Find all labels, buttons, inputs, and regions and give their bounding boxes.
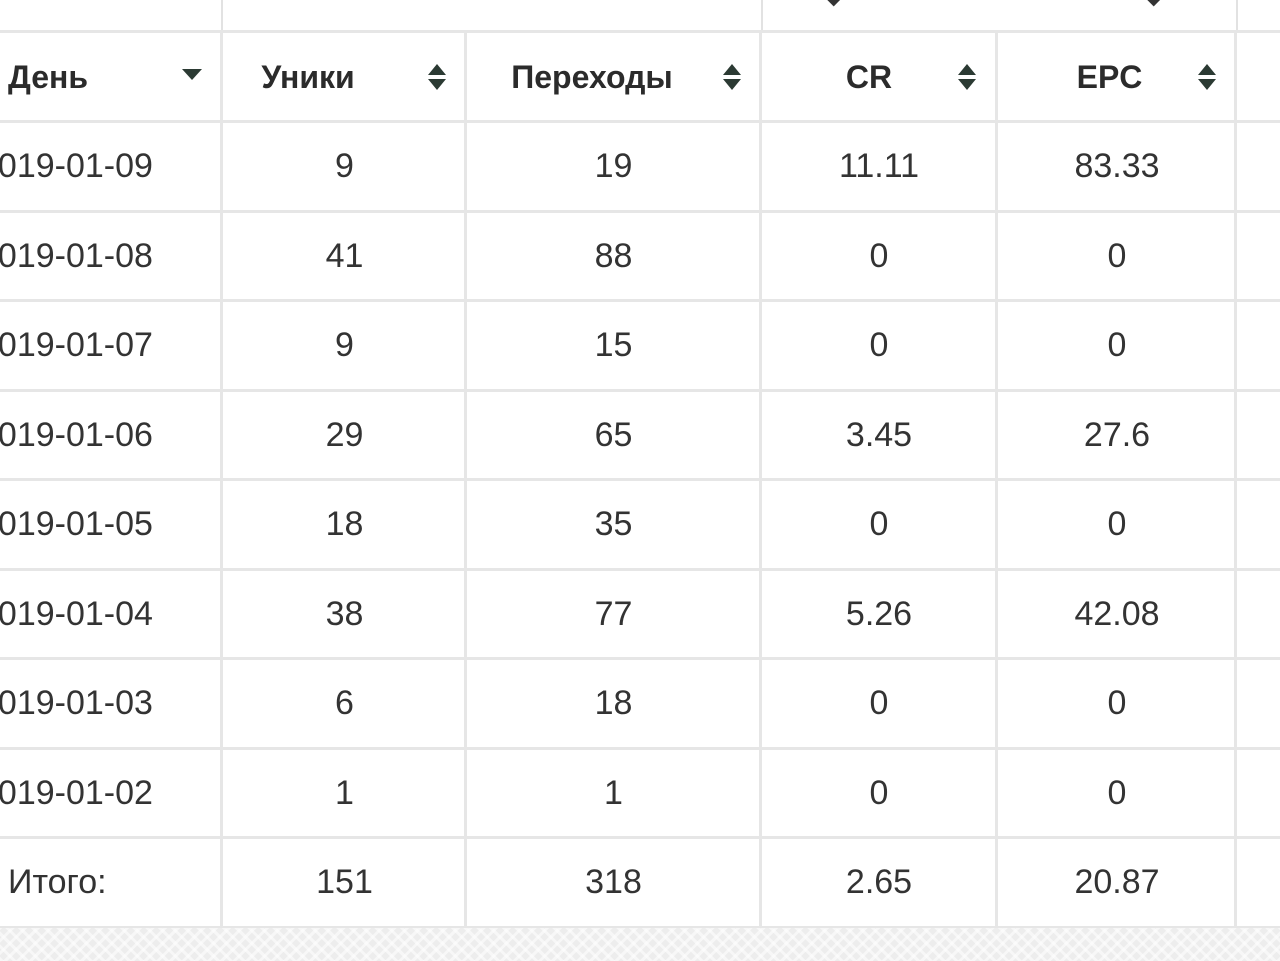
- cell-cr: 2.65: [845, 863, 913, 902]
- cell-uniques: 18: [325, 505, 364, 544]
- cell-cr: 5.26: [845, 594, 913, 633]
- cell-day: 2019-01-06: [0, 415, 153, 454]
- cell-clicks: 15: [594, 326, 633, 365]
- sort-arrows-icon[interactable]: [1196, 62, 1218, 92]
- grid-line: [1234, 30, 1237, 928]
- table-header-group-row: ◆ ◆: [0, 0, 1280, 30]
- column-header-cr[interactable]: CR: [845, 58, 893, 95]
- grid-line: [759, 30, 762, 928]
- cell-epc: 83.33: [1074, 147, 1160, 186]
- cell-cr: 3.45: [845, 415, 913, 454]
- grid-line: [0, 926, 1280, 928]
- grid-line: [0, 210, 1280, 213]
- grid-line: [0, 568, 1280, 571]
- cell-epc: 0: [1107, 236, 1127, 275]
- cell-cr: 0: [869, 773, 889, 812]
- grid-line: [995, 30, 998, 928]
- column-header-uniques[interactable]: Уники: [261, 58, 355, 95]
- cell-clicks: 1: [604, 773, 623, 812]
- cell-day: 2019-01-03: [0, 684, 153, 723]
- cell-day: 2019-01-05: [0, 505, 153, 544]
- column-header-epc[interactable]: EPC: [1076, 58, 1143, 95]
- cell-uniques: 9: [335, 147, 354, 186]
- partial-sort-icon: ◆: [1146, 0, 1161, 8]
- cell-epc: 0: [1107, 684, 1127, 723]
- sort-arrows-icon[interactable]: [721, 62, 743, 92]
- cell-uniques: 6: [335, 684, 354, 723]
- cell-day: 2019-01-09: [0, 147, 153, 186]
- grid-line: [0, 478, 1280, 481]
- column-header-day[interactable]: День: [8, 58, 88, 95]
- sort-arrows-icon[interactable]: [426, 62, 448, 92]
- cell-clicks: 18: [594, 684, 633, 723]
- cell-uniques: 1: [335, 773, 354, 812]
- cell-clicks: 77: [594, 594, 633, 633]
- cell-epc: 42.08: [1074, 594, 1160, 633]
- cell-cr: 0: [869, 236, 889, 275]
- grid-line: [0, 657, 1280, 660]
- cell-day: 2019-01-02: [0, 773, 153, 812]
- cell-day: 2019-01-07: [0, 326, 153, 365]
- cell-epc: 0: [1107, 326, 1127, 365]
- cell-uniques: 151: [316, 863, 373, 902]
- stats-table: ◆ ◆ День Уники Переходы CR: [0, 0, 1280, 928]
- grid-line: [464, 30, 467, 928]
- cell-clicks: 88: [594, 236, 633, 275]
- header-group-cell: [0, 0, 223, 30]
- grid-line: [0, 299, 1280, 302]
- cell-epc: 0: [1107, 773, 1127, 812]
- cell-day: 2019-01-08: [0, 236, 153, 275]
- totals-label: Итого:: [8, 863, 107, 902]
- cell-uniques: 29: [325, 415, 364, 454]
- cell-cr: 11.11: [838, 147, 920, 186]
- cell-uniques: 38: [325, 594, 364, 633]
- sort-arrows-icon[interactable]: [956, 62, 978, 92]
- page-background-pattern: [0, 928, 1280, 961]
- cell-epc: 20.87: [1074, 863, 1160, 902]
- cell-clicks: 35: [594, 505, 633, 544]
- grid-line: [220, 30, 223, 928]
- cell-clicks: 65: [594, 415, 633, 454]
- cell-uniques: 41: [325, 236, 364, 275]
- header-group-cell: [763, 0, 1238, 30]
- cell-clicks: 19: [594, 147, 633, 186]
- grid-line: [0, 120, 1280, 123]
- grid-line: [0, 836, 1280, 839]
- grid-line: [0, 389, 1280, 392]
- column-header-clicks[interactable]: Переходы: [511, 58, 673, 95]
- cell-cr: 0: [869, 684, 889, 723]
- cell-cr: 0: [869, 505, 889, 544]
- grid-line: [0, 747, 1280, 750]
- grid-line: [0, 30, 1280, 33]
- cell-epc: 0: [1107, 505, 1127, 544]
- triangle-down-icon[interactable]: [181, 62, 203, 92]
- cell-cr: 0: [869, 326, 889, 365]
- cell-day: 2019-01-04: [0, 594, 153, 633]
- partial-sort-icon: ◆: [826, 0, 841, 8]
- cell-uniques: 9: [335, 326, 354, 365]
- cell-clicks: 318: [585, 863, 642, 902]
- header-group-cell: [223, 0, 763, 30]
- cell-epc: 27.6: [1083, 415, 1151, 454]
